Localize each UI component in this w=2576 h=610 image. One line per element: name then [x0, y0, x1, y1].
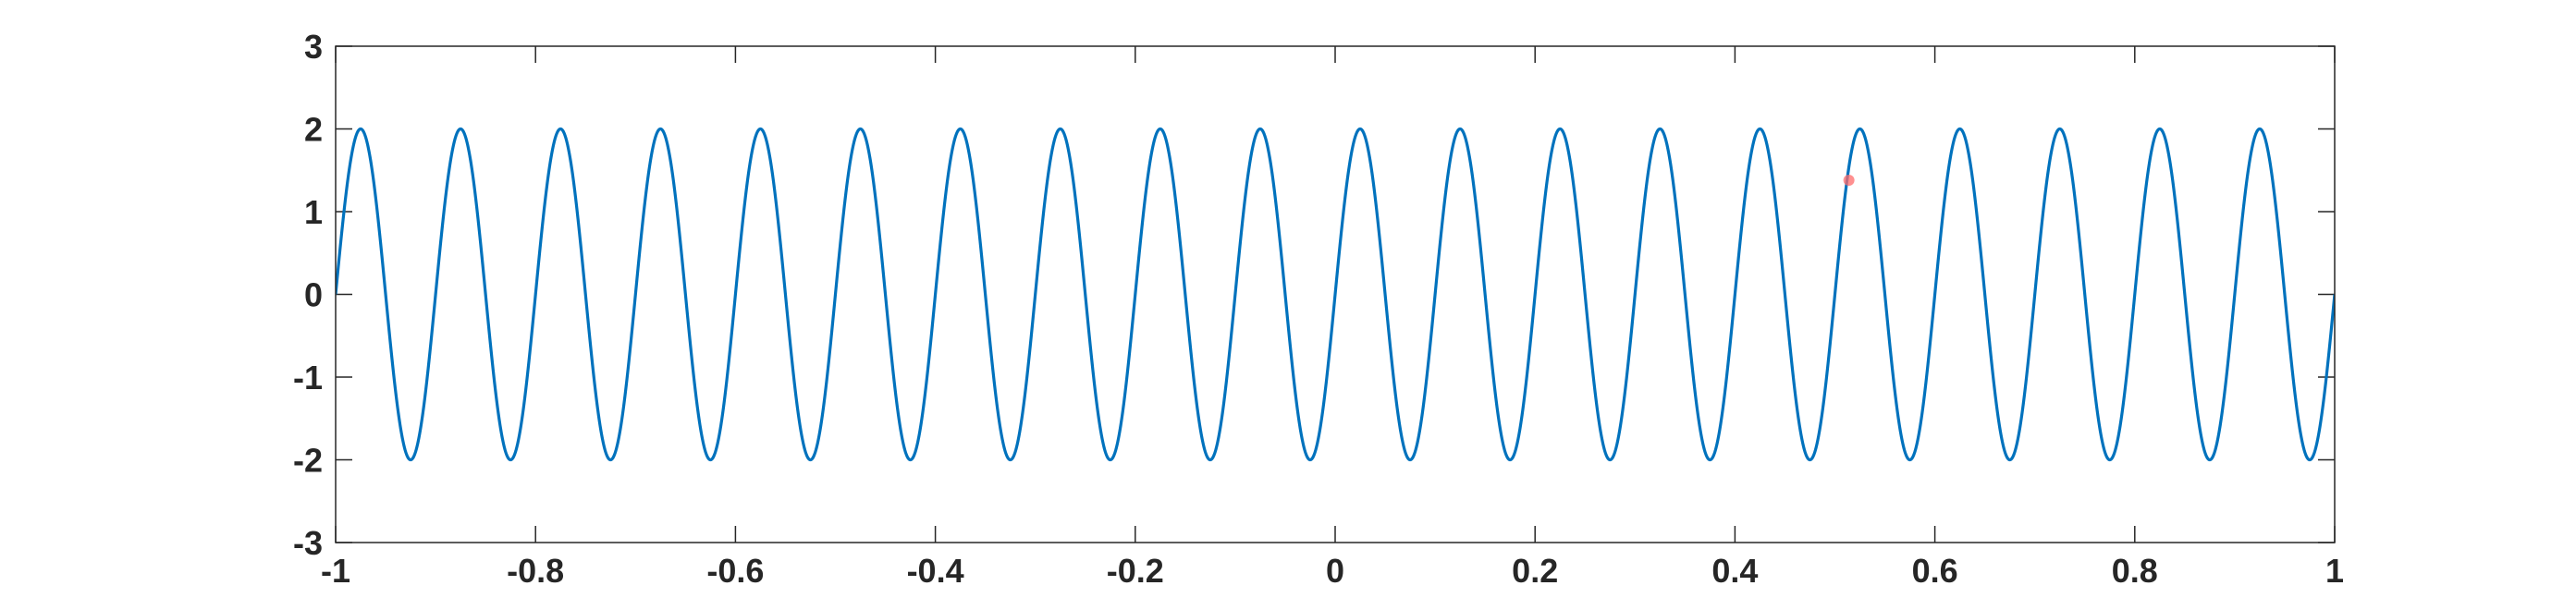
- series-layer: [336, 127, 2335, 462]
- y-tick-label: 3: [304, 28, 323, 66]
- x-tick-label: -0.4: [907, 552, 964, 590]
- x-tick-label: 0.6: [1912, 552, 1958, 590]
- y-tick-label: -1: [293, 359, 323, 396]
- x-tick-label: -0.6: [706, 552, 764, 590]
- x-tick-label: -0.2: [1107, 552, 1164, 590]
- y-tick-label: 2: [304, 111, 323, 149]
- x-tick-label: 0.2: [1512, 552, 1558, 590]
- x-tick-labels: -1 -0.8 -0.6 -0.4 -0.2 0 0.2 0.4 0.6 0.8 1: [321, 552, 2344, 590]
- y-tick-label: 0: [304, 276, 323, 314]
- x-tick-label: 0: [1326, 552, 1344, 590]
- x-tick-label: -1: [321, 552, 350, 590]
- x-tick-label: -0.8: [507, 552, 564, 590]
- y-tick-label: -2: [293, 442, 323, 480]
- y-tick-label: 1: [304, 193, 323, 231]
- marker-layer: [1843, 174, 1855, 186]
- y-tick-labels: -3 -2 -1 0 1 2 3: [293, 28, 323, 562]
- x-tick-label: 0.8: [2112, 552, 2158, 590]
- y-tick-label: -3: [293, 524, 323, 562]
- axes-box: [335, 45, 2336, 543]
- x-tick-label: 0.4: [1711, 552, 1758, 590]
- series-line: [336, 127, 2335, 462]
- data-point-marker: [1843, 174, 1855, 186]
- x-tick-label: 1: [2325, 552, 2344, 590]
